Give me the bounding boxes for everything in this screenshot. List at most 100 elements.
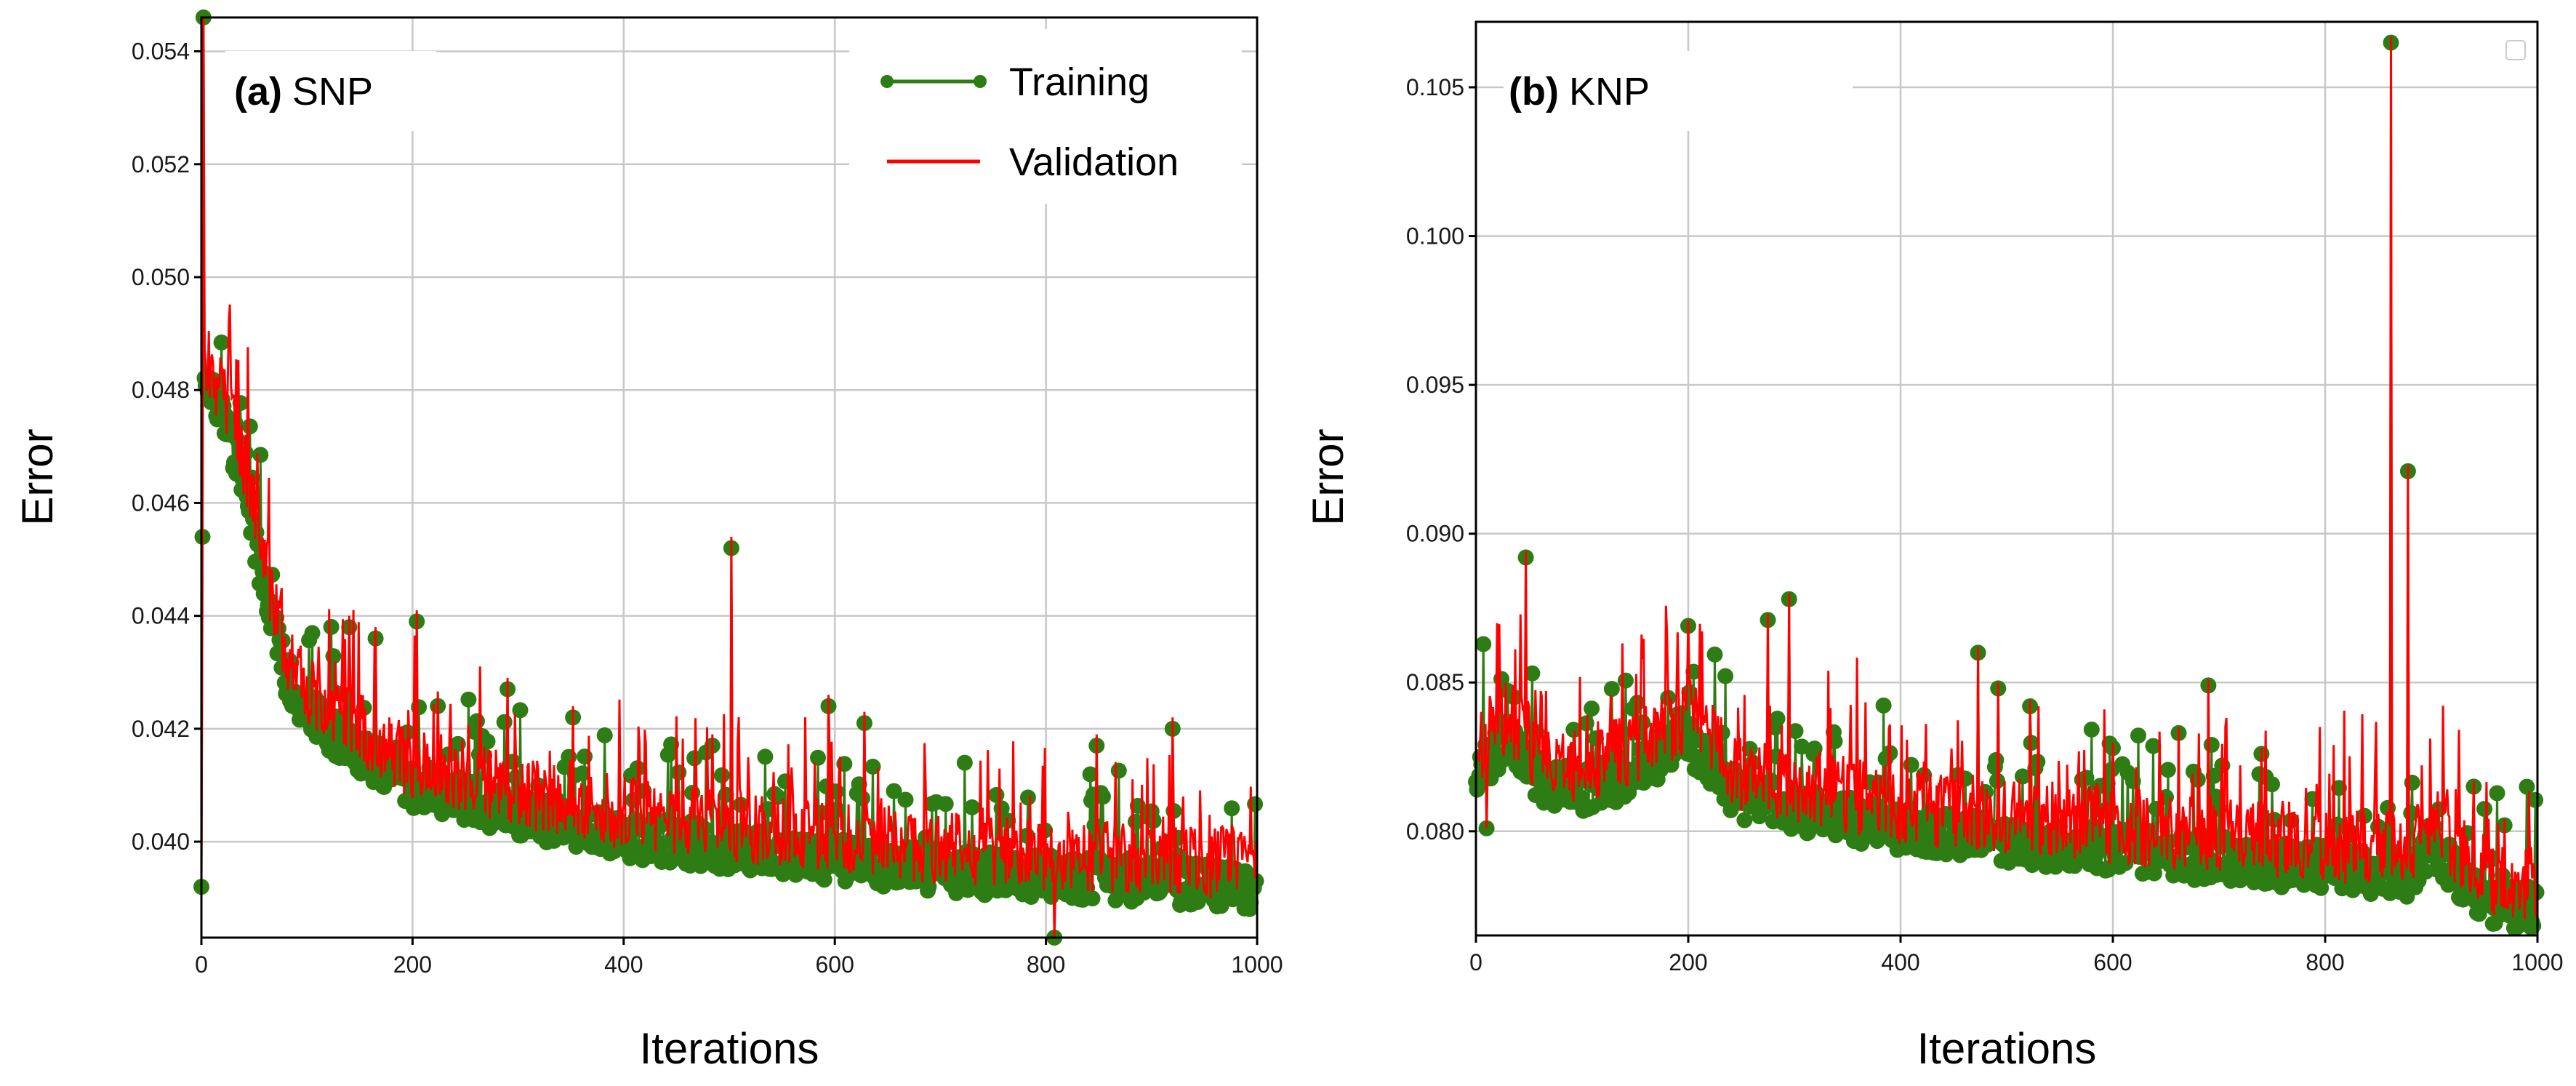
training-point	[512, 702, 529, 719]
chart-panel-snp: 0.040 0.042 0.044 0.046 0.048 0.050 0.052 0.054…	[13, 9, 1283, 1073]
y-tick-label: 0.046	[132, 490, 190, 516]
x-tick-label: 200	[393, 951, 432, 978]
training-point	[886, 783, 902, 799]
training-point	[2124, 773, 2141, 789]
training-point	[252, 447, 269, 463]
training-point	[1617, 672, 1634, 689]
x-tick-label: 600	[2093, 949, 2132, 975]
plot-frame-b	[1474, 20, 2539, 937]
x-ticks-a: 0 200 400 600 800 1000	[195, 938, 1283, 978]
training-point	[2489, 785, 2505, 802]
training-point	[2313, 879, 2330, 896]
x-tick-label: 1000	[2511, 949, 2563, 975]
training-point	[1787, 723, 1804, 740]
legend-a: Training Validation	[849, 29, 1242, 204]
x-tick-label: 200	[1669, 949, 1707, 975]
plot-frame-a	[200, 16, 1259, 939]
y-tick-label: 0.048	[132, 377, 190, 403]
x-tick-label: 0	[195, 951, 208, 978]
validation-line	[1474, 36, 2537, 919]
training-point	[2431, 849, 2448, 866]
training-point	[993, 800, 1010, 817]
training-point	[1988, 751, 2005, 768]
y-tick-label: 0.100	[1406, 223, 1464, 249]
training-point	[1769, 710, 1786, 727]
panel-label-b: (b) KNP	[1509, 70, 1650, 113]
panel-label-background-b	[1504, 51, 1853, 131]
training-point	[2145, 738, 2162, 754]
y-tick-label: 0.042	[132, 716, 190, 742]
training-point	[1082, 766, 1099, 783]
training-point	[1794, 738, 1810, 755]
training-point	[2476, 801, 2492, 818]
y-tick-label: 0.095	[1406, 372, 1464, 398]
training-point	[2525, 917, 2542, 934]
y-ticks-a: 0.040 0.042 0.044 0.046 0.048 0.050 0.052 0.054	[132, 39, 201, 855]
training-point	[2207, 788, 2224, 805]
training-point	[864, 759, 881, 775]
training-point	[1706, 646, 1723, 663]
training-point	[1603, 681, 1620, 698]
training-point	[757, 748, 774, 765]
panel-label-a: (a) SNP	[234, 70, 373, 113]
training-point	[1213, 898, 1229, 914]
y-tick-label: 0.090	[1406, 521, 1464, 547]
training-point	[1084, 890, 1101, 907]
training-point	[956, 754, 973, 771]
training-point	[460, 691, 477, 708]
training-point	[1475, 636, 1492, 652]
training-point	[2130, 727, 2146, 744]
x-axis-label-a: Iterations	[640, 1024, 819, 1073]
y-tick-label: 0.044	[132, 603, 190, 629]
training-point	[897, 791, 914, 808]
training-point	[496, 714, 513, 730]
y-axis-label-b: Error	[1304, 428, 1352, 525]
validation-line	[200, 17, 1257, 938]
training-point	[1584, 700, 1600, 717]
panel-id-b: (b)	[1509, 70, 1559, 113]
panel-id-a: (a)	[234, 70, 282, 113]
training-point	[241, 418, 258, 435]
training-point	[1524, 665, 1541, 682]
training-point	[1110, 762, 1127, 779]
training-point	[1019, 789, 1036, 806]
legend-validation-label: Validation	[1009, 140, 1179, 184]
y-ticks-b: 0.080 0.085 0.090 0.095 0.100 0.105	[1406, 74, 1476, 845]
training-point	[1806, 740, 1823, 757]
x-tick-label: 1000	[1231, 951, 1283, 978]
training-point	[2527, 791, 2544, 808]
training-point	[596, 727, 613, 743]
legend-training-marker-right	[974, 75, 987, 88]
training-point	[213, 334, 230, 351]
training-point	[2159, 762, 2176, 778]
legend-background-a	[849, 29, 1242, 204]
training-point	[810, 749, 826, 766]
training-point	[713, 767, 730, 783]
training-point	[1565, 722, 1582, 738]
empty-legend-box-b	[2505, 40, 2526, 60]
x-tick-label: 800	[2306, 949, 2344, 975]
training-point	[854, 790, 870, 807]
training-point	[479, 733, 496, 750]
x-tick-label: 400	[1881, 949, 1919, 975]
training-point	[1681, 684, 1698, 700]
training-point	[469, 713, 485, 730]
y-axis-label-a: Error	[13, 428, 62, 525]
training-point	[507, 769, 524, 786]
training-point	[574, 765, 591, 782]
training-point	[2078, 770, 2095, 786]
training-point	[2264, 776, 2280, 793]
x-axis-label-b: Iterations	[1917, 1024, 2097, 1073]
y-tick-label: 0.050	[132, 264, 190, 290]
training-point	[1095, 788, 1111, 805]
y-tick-label: 0.040	[132, 829, 190, 855]
training-point	[1736, 812, 1753, 829]
training-point	[1957, 770, 1974, 787]
panel-name-b: KNP	[1569, 70, 1650, 113]
x-tick-label: 400	[604, 951, 643, 978]
panel-name-a: SNP	[292, 70, 373, 113]
training-point	[1717, 668, 1734, 684]
training-point	[964, 799, 980, 815]
training-point	[1243, 894, 1259, 911]
